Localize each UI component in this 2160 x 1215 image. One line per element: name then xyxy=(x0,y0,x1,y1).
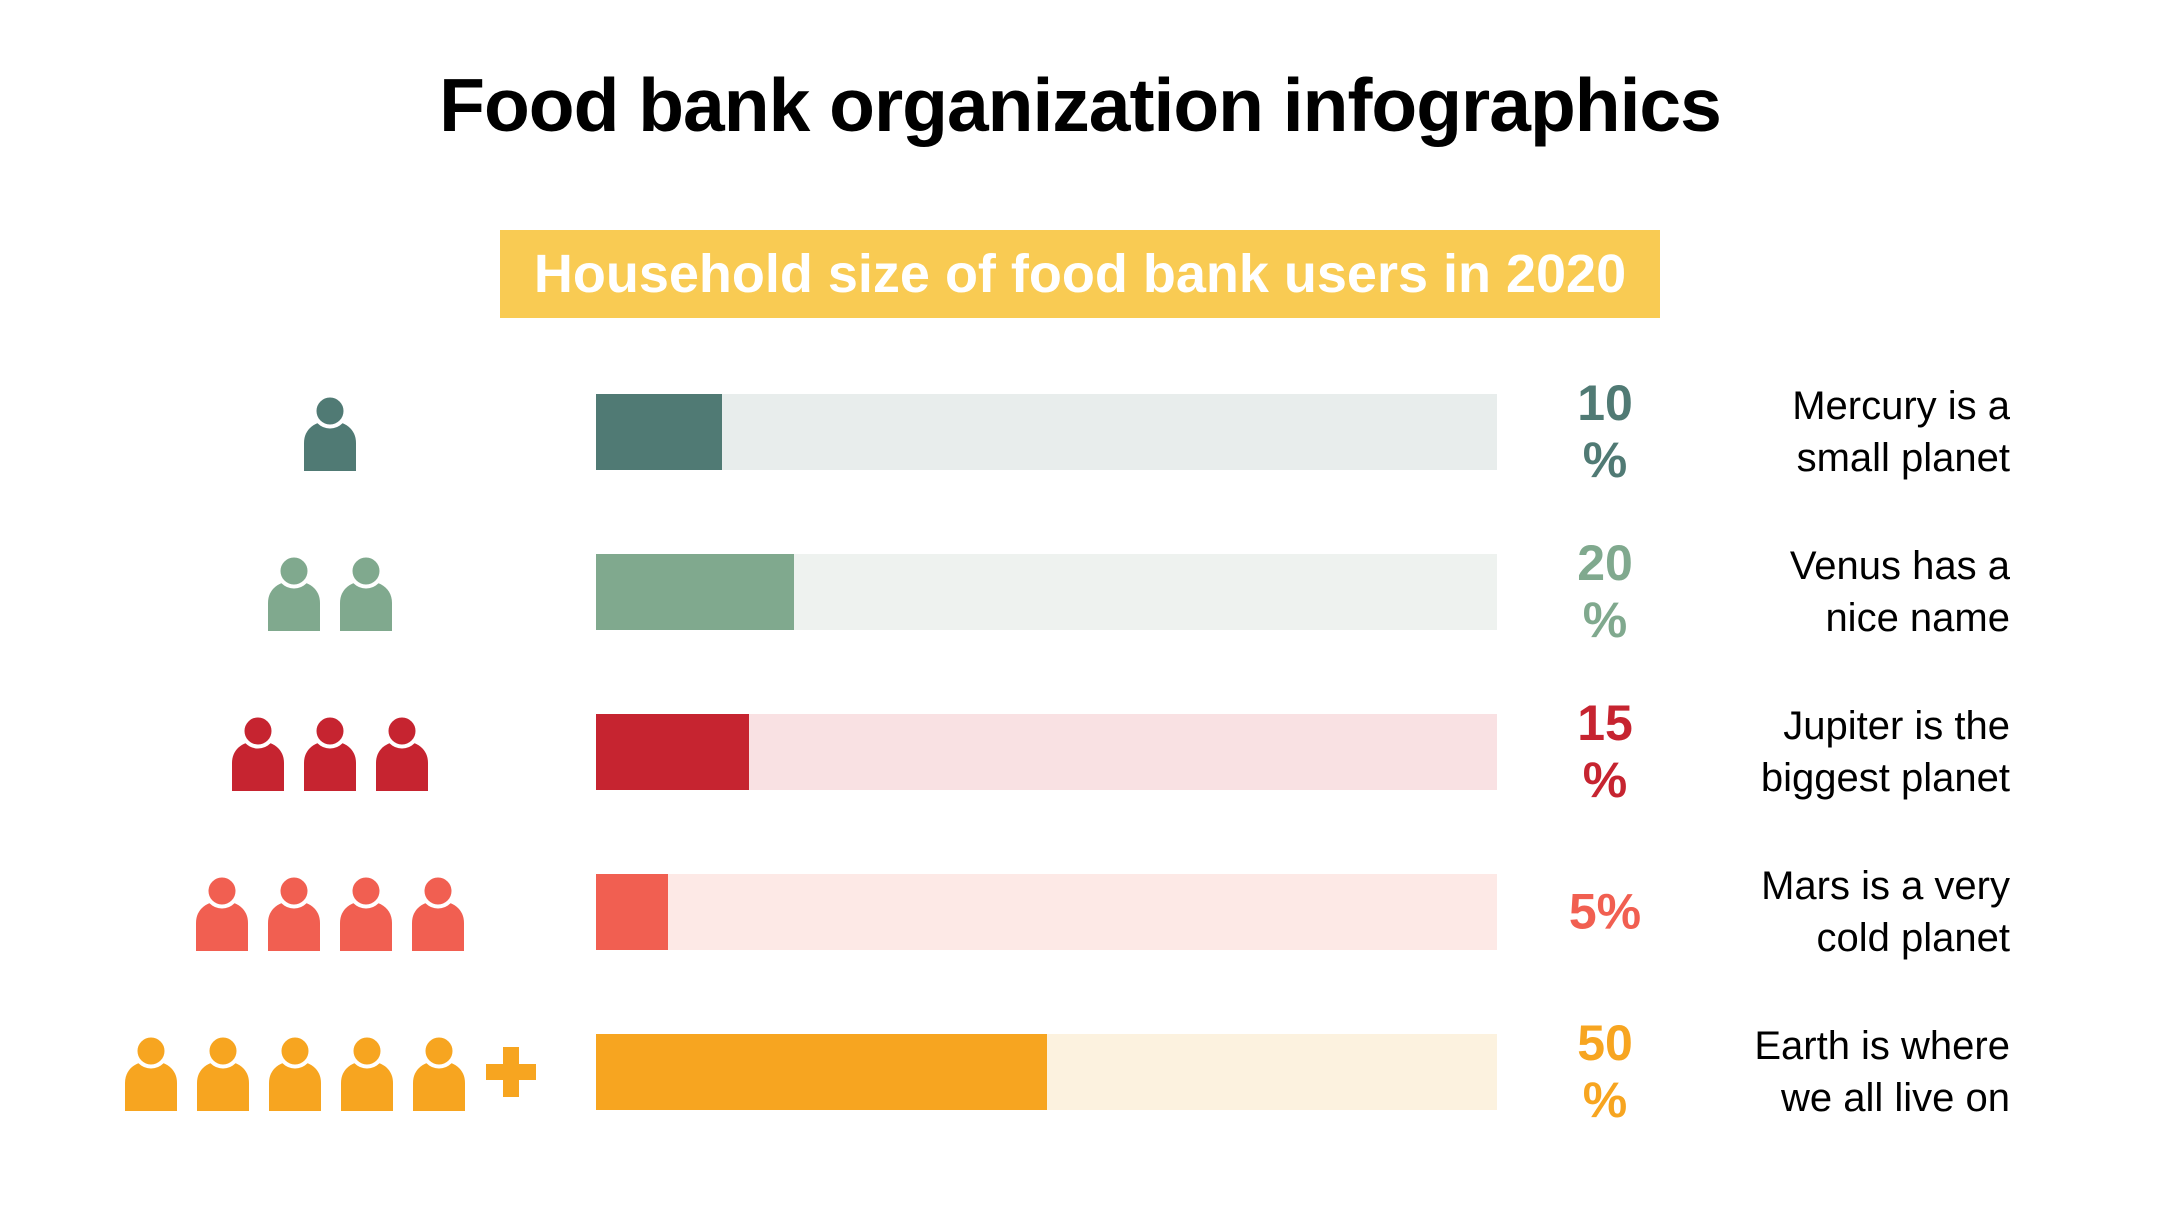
person-icon xyxy=(268,873,320,951)
description-line-2: small planet xyxy=(1796,436,2010,480)
percentage-value: 50 xyxy=(1577,1015,1633,1071)
household-icons xyxy=(85,832,575,992)
percentage-value: 5% xyxy=(1568,883,1642,940)
plus-icon xyxy=(486,1047,536,1097)
description-line-1: Mars is a very xyxy=(1761,864,2010,908)
person-icon xyxy=(304,393,356,471)
description-line-2: nice name xyxy=(1825,596,2010,640)
person-icon xyxy=(268,553,320,631)
description-line-1: Mercury is a xyxy=(1792,384,2010,428)
person-icon xyxy=(412,873,464,951)
row-description: Earth is where we all live on xyxy=(1660,1020,2010,1124)
person-icon xyxy=(232,713,284,791)
description-line-2: cold planet xyxy=(1816,916,2010,960)
household-row-4: 5% Mars is a very cold planet xyxy=(0,832,2160,992)
row-description: Mercury is a small planet xyxy=(1660,380,2010,484)
percentage-value: 20 xyxy=(1577,535,1633,591)
household-icons xyxy=(85,992,575,1152)
household-row-1: 10 % Mercury is a small planet xyxy=(0,352,2160,512)
person-icon xyxy=(376,713,428,791)
row-description: Venus has a nice name xyxy=(1660,540,2010,644)
chart-rows: 10 % Mercury is a small planet 20 % Venu… xyxy=(0,352,2160,1152)
bar-track xyxy=(596,554,1497,630)
percentage-label: 15 % xyxy=(1520,695,1690,809)
percentage-value: 10 xyxy=(1577,375,1633,431)
person-icon xyxy=(341,1033,393,1111)
description-line-2: biggest planet xyxy=(1760,756,2010,800)
percentage-value: 15 xyxy=(1577,695,1633,751)
percentage-sign: % xyxy=(1582,752,1628,808)
household-icons xyxy=(85,512,575,672)
household-row-3: 15 % Jupiter is the biggest planet xyxy=(0,672,2160,832)
person-icon xyxy=(340,873,392,951)
row-description: Mars is a very cold planet xyxy=(1660,860,2010,964)
bar-fill xyxy=(596,1034,1047,1110)
description-line-1: Jupiter is the xyxy=(1783,704,2010,748)
bar-track xyxy=(596,874,1497,950)
household-icons xyxy=(85,352,575,512)
percentage-sign: % xyxy=(1582,432,1628,488)
person-icon xyxy=(340,553,392,631)
person-icon xyxy=(269,1033,321,1111)
bar-track xyxy=(596,394,1497,470)
subtitle-banner: Household size of food bank users in 202… xyxy=(499,230,1661,318)
bar-track xyxy=(596,714,1497,790)
page-title: Food bank organization infographics xyxy=(439,63,1722,147)
bar-fill xyxy=(596,714,750,790)
person-icon xyxy=(304,713,356,791)
description-line-1: Venus has a xyxy=(1789,544,2010,588)
person-icon xyxy=(197,1033,249,1111)
percentage-label: 10 % xyxy=(1520,375,1690,489)
bar-fill xyxy=(596,554,795,630)
percentage-label: 5% xyxy=(1520,884,1690,941)
household-row-5: 50 % Earth is where we all live on xyxy=(0,992,2160,1152)
percentage-label: 20 % xyxy=(1520,535,1690,649)
household-icons xyxy=(85,672,575,832)
bar-track xyxy=(596,1034,1497,1110)
person-icon xyxy=(196,873,248,951)
description-line-1: Earth is where xyxy=(1754,1024,2010,1068)
bar-fill xyxy=(596,874,669,950)
person-icon xyxy=(413,1033,465,1111)
description-line-2: we all live on xyxy=(1780,1076,2010,1120)
household-row-2: 20 % Venus has a nice name xyxy=(0,512,2160,672)
percentage-label: 50 % xyxy=(1520,1015,1690,1129)
percentage-sign: % xyxy=(1582,592,1628,648)
percentage-sign: % xyxy=(1582,1072,1628,1128)
bar-fill xyxy=(596,394,723,470)
subtitle-banner-wrap: Household size of food bank users in 202… xyxy=(0,230,2160,318)
person-icon xyxy=(125,1033,177,1111)
row-description: Jupiter is the biggest planet xyxy=(1660,700,2010,804)
